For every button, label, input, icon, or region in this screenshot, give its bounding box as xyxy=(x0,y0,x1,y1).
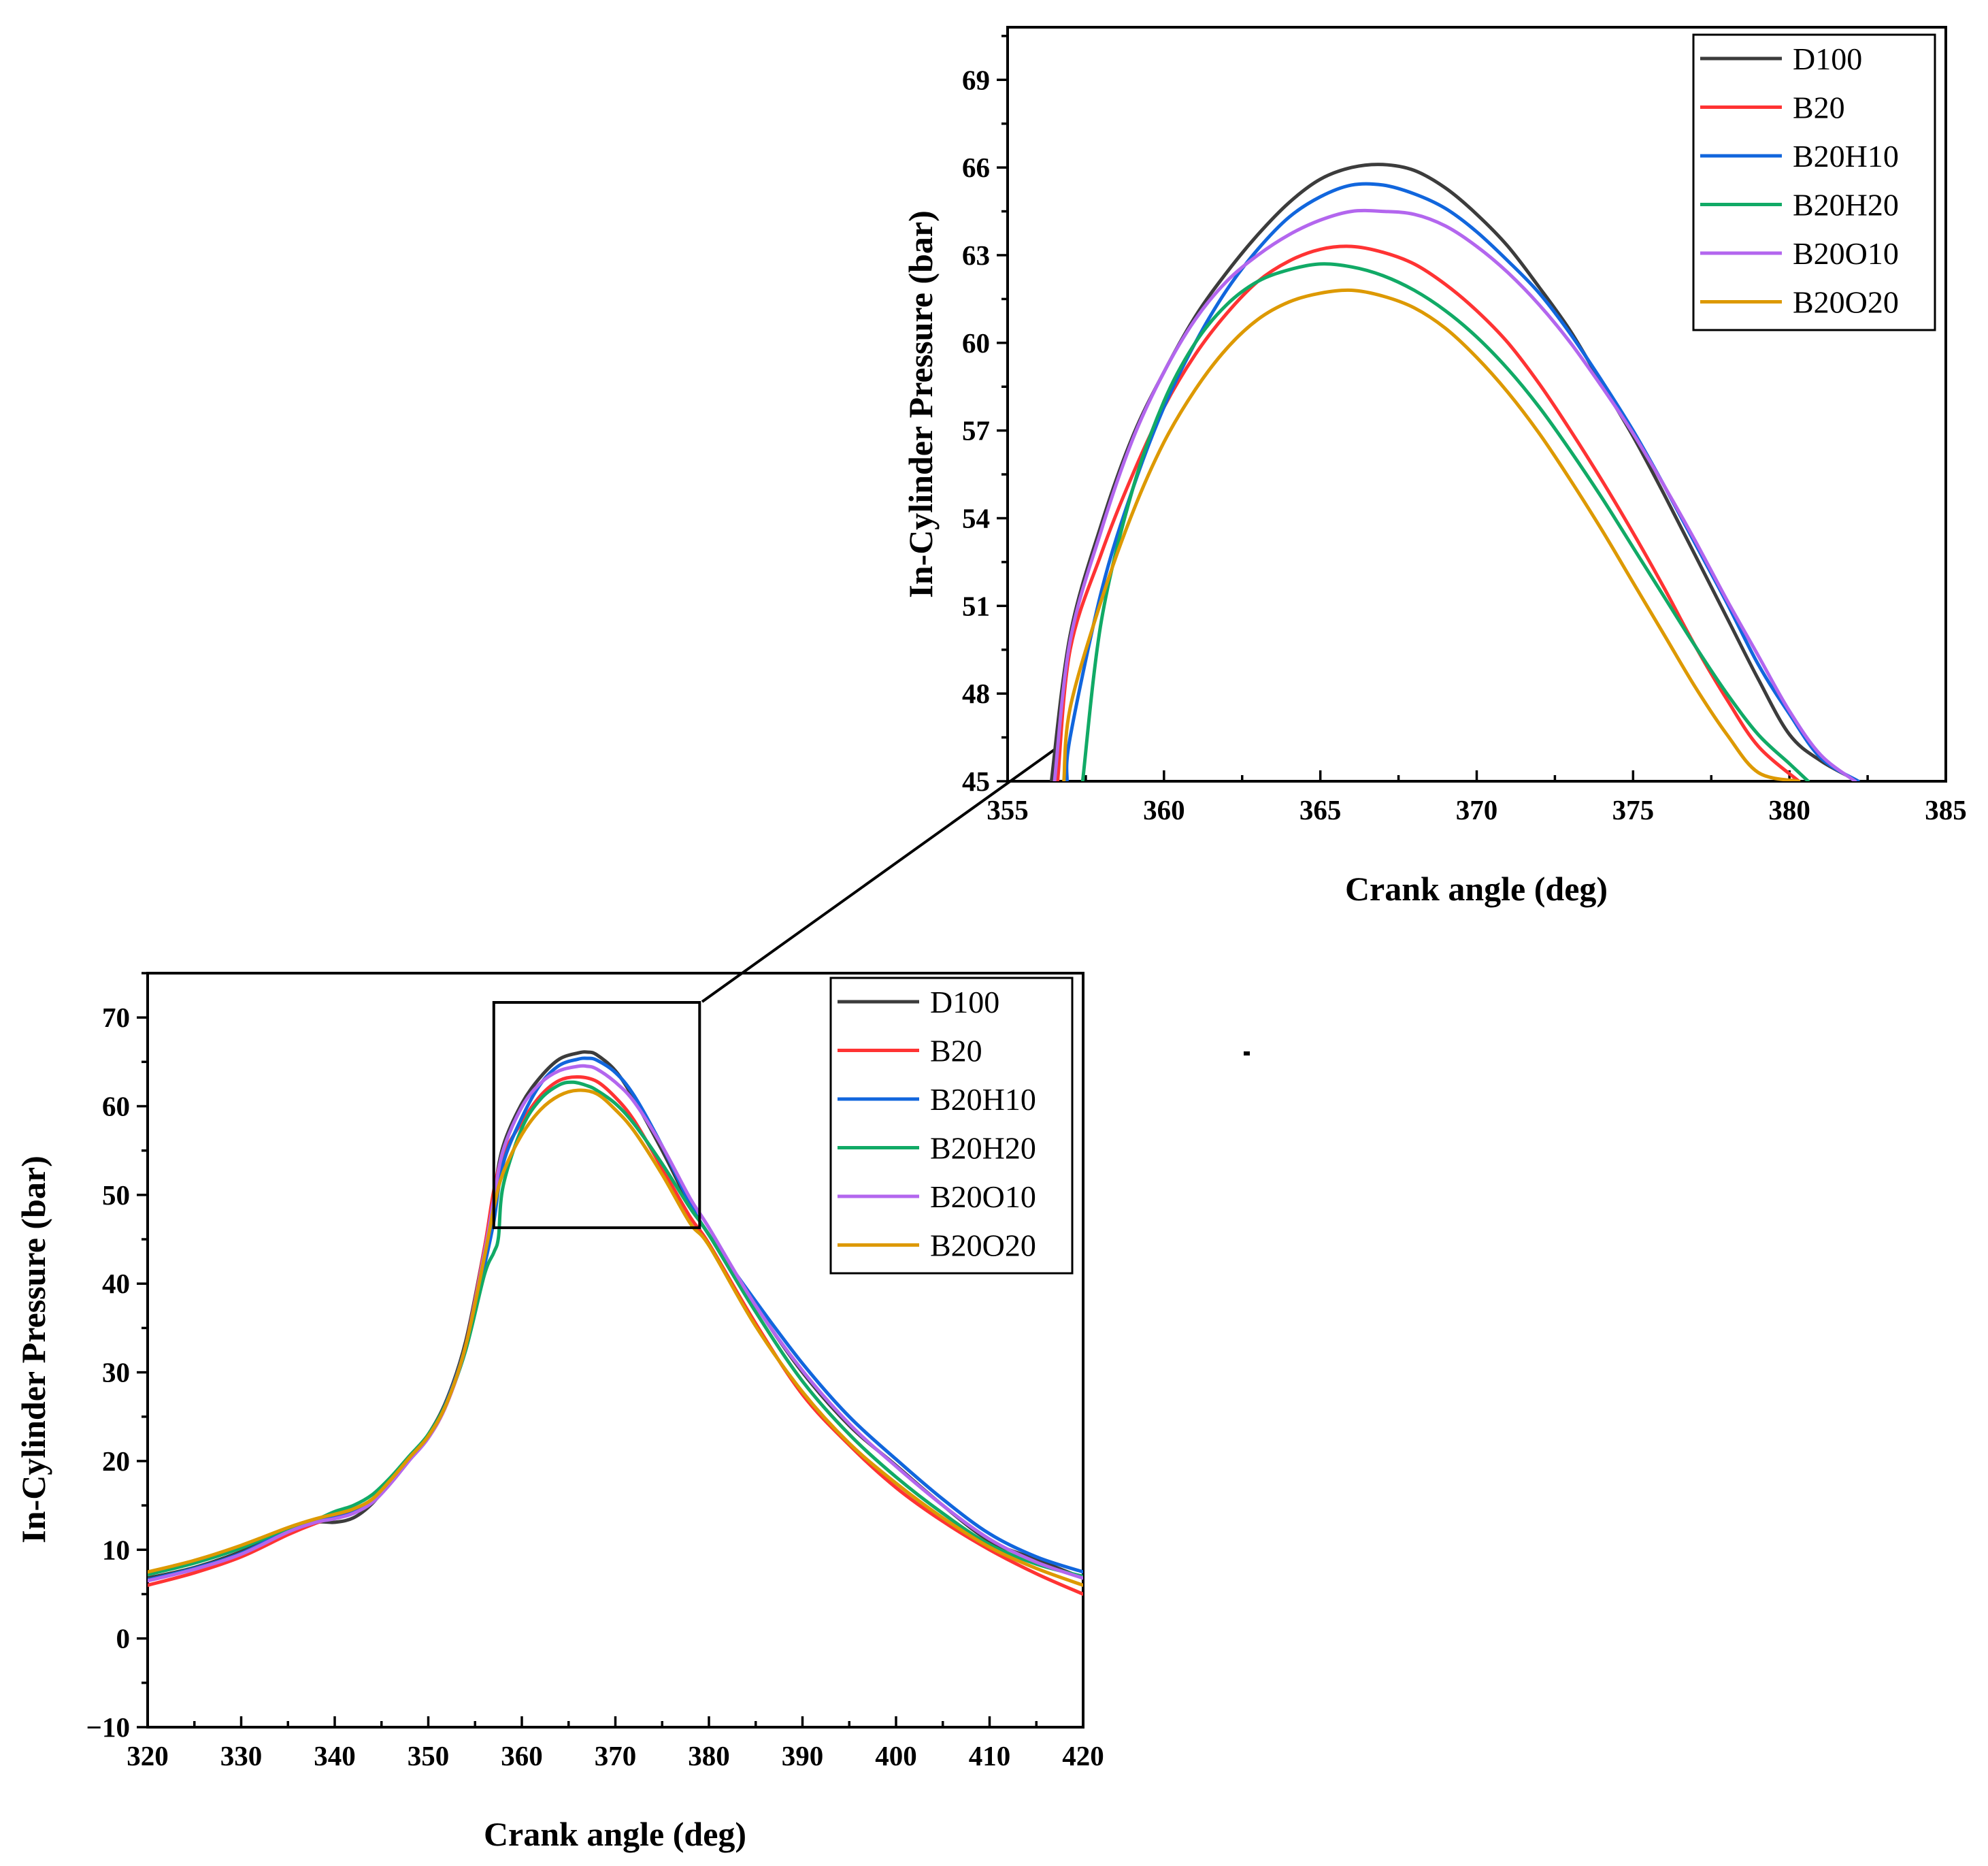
zoom-y-tick-label: 69 xyxy=(962,64,990,95)
main-legend-label-b20o20: B20O20 xyxy=(930,1228,1036,1263)
main-legend-label-b20h20: B20H20 xyxy=(930,1131,1036,1166)
zoom-y-axis: 45 48 51 54 57 60 63 66 69 xyxy=(962,35,1008,797)
zoom-series-b20 xyxy=(1056,244,1801,781)
zoom-x-tick-label: 360 xyxy=(1143,794,1185,825)
zoom-x-axis-title: Crank angle (deg) xyxy=(1345,870,1608,908)
main-chart: 320 330 340 350 360 370 380 390 400 410 420 −10 0 10… xyxy=(14,972,1104,1853)
zoom-y-axis-title: In-Cylinder Pressure (bar) xyxy=(901,210,940,598)
main-legend-box xyxy=(829,977,1074,1275)
zoom-y-tick-label: 57 xyxy=(962,415,990,446)
zoom-legend: D100 B20 B20H10 B20H20 B20O10 B20O20 xyxy=(1692,33,1936,331)
main-y-tick-label: 10 xyxy=(102,1534,130,1565)
main-x-tick-label: 360 xyxy=(501,1740,543,1771)
zoom-x-tick-label: 375 xyxy=(1612,794,1655,825)
zoom-legend-label-b20h10: B20H10 xyxy=(1793,139,1899,174)
main-y-tick-label: 30 xyxy=(102,1357,130,1388)
zoom-y-tick-label: 60 xyxy=(962,327,990,359)
main-x-tick-label: 340 xyxy=(314,1740,356,1771)
main-x-tick-label: 400 xyxy=(875,1740,917,1771)
main-y-axis: −10 0 10 20 30 40 50 60 70 xyxy=(86,972,148,1743)
zoom-legend-label-d100: D100 xyxy=(1793,42,1862,76)
main-y-tick-label: 40 xyxy=(102,1268,130,1299)
main-y-tick-label: 20 xyxy=(102,1445,130,1477)
main-series-b20h20 xyxy=(148,1080,1083,1578)
main-y-tick-label: 60 xyxy=(102,1091,130,1122)
main-y-tick-label: −10 xyxy=(86,1712,130,1743)
zoom-series-b20o10 xyxy=(1053,208,1857,781)
zoom-y-tick-label: 63 xyxy=(962,240,990,271)
zoom-y-tick-label: 51 xyxy=(962,590,990,621)
main-x-tick-label: 390 xyxy=(782,1740,824,1771)
main-series-group xyxy=(148,1050,1083,1596)
zoom-x-tick-label: 380 xyxy=(1768,794,1810,825)
main-legend-label-b20: B20 xyxy=(930,1034,982,1068)
main-y-tick-label: 0 xyxy=(116,1623,131,1654)
zoom-x-tick-label: 385 xyxy=(1925,794,1967,825)
main-legend-label-b20h10: B20H10 xyxy=(930,1082,1036,1117)
zoom-legend-label-b20o10: B20O10 xyxy=(1793,236,1899,271)
main-x-axis-title: Crank angle (deg) xyxy=(484,1815,746,1853)
zoom-y-tick-label: 48 xyxy=(962,678,990,709)
main-legend-label-b20o10: B20O10 xyxy=(930,1179,1036,1214)
stray-mark xyxy=(1244,1051,1250,1055)
main-series-b20o10 xyxy=(148,1064,1083,1583)
main-legend-label-d100: D100 xyxy=(930,985,999,1019)
zoom-chart: 355 360 365 370 375 380 385 45 48 51 54 57 60 63 66 69… xyxy=(901,26,1967,908)
main-x-tick-label: 370 xyxy=(595,1740,637,1771)
main-x-tick-label: 350 xyxy=(408,1740,450,1771)
main-y-tick-label: 70 xyxy=(102,1002,130,1033)
zoom-series-group xyxy=(1049,163,1860,781)
zoom-series-b20o20 xyxy=(1062,288,1801,781)
zoom-y-tick-label: 45 xyxy=(962,766,990,797)
main-series-b20o20 xyxy=(148,1088,1083,1587)
main-y-axis-title: In-Cylinder Pressure (bar) xyxy=(14,1156,52,1543)
main-x-tick-label: 380 xyxy=(688,1740,730,1771)
zoom-x-tick-label: 370 xyxy=(1456,794,1498,825)
main-x-tick-label: 320 xyxy=(127,1740,169,1771)
zoom-legend-box xyxy=(1692,33,1936,331)
main-y-tick-label: 50 xyxy=(102,1179,130,1211)
zoom-legend-label-b20o20: B20O20 xyxy=(1793,285,1899,320)
zoom-series-b20h20 xyxy=(1080,262,1810,781)
zoom-y-tick-label: 54 xyxy=(962,502,990,534)
zoom-legend-label-b20: B20 xyxy=(1793,91,1845,125)
main-x-tick-label: 330 xyxy=(220,1740,263,1771)
main-x-axis: 320 330 340 350 360 370 380 390 400 410 420 xyxy=(127,1716,1104,1771)
main-legend: D100 B20 B20H10 B20H20 B20O10 B20O20 xyxy=(829,977,1074,1275)
zoom-connector-line xyxy=(701,747,1057,1003)
zoom-legend-label-b20h20: B20H20 xyxy=(1793,188,1899,223)
zoom-region-box xyxy=(492,1001,701,1230)
zoom-x-tick-label: 365 xyxy=(1299,794,1342,825)
zoom-x-tick-label: 355 xyxy=(987,794,1029,825)
main-x-tick-label: 410 xyxy=(969,1740,1011,1771)
zoom-y-tick-label: 66 xyxy=(962,152,990,183)
main-x-tick-label: 420 xyxy=(1062,1740,1104,1771)
